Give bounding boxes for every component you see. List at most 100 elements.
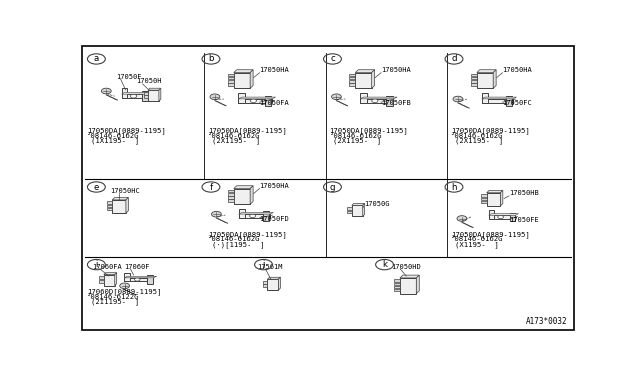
FancyBboxPatch shape [228,77,234,80]
Circle shape [101,88,111,94]
Polygon shape [148,88,161,90]
Polygon shape [360,97,397,99]
Text: 17050FE: 17050FE [509,217,539,223]
FancyBboxPatch shape [355,73,372,88]
FancyBboxPatch shape [471,77,477,80]
Text: k: k [382,260,387,269]
FancyBboxPatch shape [107,205,112,207]
Circle shape [498,215,504,219]
FancyBboxPatch shape [239,209,245,218]
Polygon shape [355,70,374,73]
Text: d: d [451,54,457,64]
FancyBboxPatch shape [148,90,159,101]
Text: 17050HA: 17050HA [260,67,289,73]
FancyBboxPatch shape [481,194,486,197]
Polygon shape [115,273,116,286]
Circle shape [372,99,378,103]
Text: 17060FA: 17060FA [92,264,122,270]
Text: 17050DA[0889-1195]: 17050DA[0889-1195] [451,128,530,134]
Polygon shape [250,70,253,88]
FancyBboxPatch shape [349,74,355,76]
FancyBboxPatch shape [471,83,477,86]
FancyBboxPatch shape [239,214,270,218]
FancyBboxPatch shape [486,193,500,206]
Text: 17050DA[0889-1195]: 17050DA[0889-1195] [451,231,530,238]
FancyBboxPatch shape [489,215,515,219]
FancyBboxPatch shape [349,80,355,83]
FancyBboxPatch shape [239,99,272,103]
Text: ²08146-6162G: ²08146-6162G [208,132,260,139]
Polygon shape [159,88,161,101]
Polygon shape [250,186,253,204]
Circle shape [211,211,221,217]
FancyBboxPatch shape [386,96,393,106]
FancyBboxPatch shape [349,83,355,86]
FancyBboxPatch shape [112,200,126,213]
Text: 17050FD: 17050FD [260,216,289,222]
FancyBboxPatch shape [228,196,234,199]
FancyBboxPatch shape [268,279,278,290]
FancyBboxPatch shape [234,189,250,204]
Text: 17050HA: 17050HA [381,67,411,73]
Polygon shape [493,70,496,88]
Circle shape [134,278,140,281]
Text: 17561M: 17561M [257,264,283,270]
FancyBboxPatch shape [263,281,268,283]
Polygon shape [477,70,496,73]
FancyBboxPatch shape [394,279,400,282]
Text: 17050DA[0889-1195]: 17050DA[0889-1195] [87,128,166,134]
FancyBboxPatch shape [348,211,352,213]
FancyBboxPatch shape [107,208,112,211]
Circle shape [131,94,137,98]
Text: 17050DA[0B89-1195]: 17050DA[0B89-1195] [208,128,287,134]
Polygon shape [489,214,518,215]
Text: ²08146-6162G: ²08146-6162G [451,132,504,139]
Text: 17050FA: 17050FA [260,100,289,106]
FancyBboxPatch shape [239,93,245,103]
Text: 17050HD: 17050HD [392,264,421,270]
Text: 17050HA: 17050HA [260,183,289,189]
FancyBboxPatch shape [481,198,486,200]
FancyBboxPatch shape [143,91,148,101]
FancyBboxPatch shape [228,74,234,76]
Text: 17050FB: 17050FB [381,100,411,106]
Polygon shape [234,186,253,189]
Text: b: b [208,54,214,64]
FancyBboxPatch shape [360,93,367,103]
Text: (1X1195-  ]: (1X1195- ] [91,137,139,144]
FancyBboxPatch shape [471,80,477,83]
Text: j: j [262,260,265,269]
FancyBboxPatch shape [83,46,573,330]
Text: e: e [93,183,99,192]
Text: (X1195-  ]: (X1195- ] [455,241,499,248]
Text: ²08146-6162G: ²08146-6162G [451,236,504,242]
Polygon shape [112,198,129,200]
Text: h: h [451,183,457,192]
FancyBboxPatch shape [124,278,154,281]
Text: 17060F: 17060F [125,264,150,270]
FancyBboxPatch shape [228,199,234,202]
Text: ²08146-6122G: ²08146-6122G [87,294,140,299]
FancyBboxPatch shape [360,99,394,103]
FancyBboxPatch shape [263,285,268,287]
Text: 17050HC: 17050HC [110,188,140,194]
Circle shape [210,94,220,100]
FancyBboxPatch shape [228,83,234,86]
FancyBboxPatch shape [122,88,127,98]
Polygon shape [234,70,253,73]
Polygon shape [363,203,365,216]
FancyBboxPatch shape [124,273,130,281]
Circle shape [120,283,129,289]
FancyBboxPatch shape [481,201,486,203]
Text: 17060D[0889-1195]: 17060D[0889-1195] [87,289,161,295]
Text: (2X1195-  ]: (2X1195- ] [212,137,260,144]
Text: (·)[1195-  ]: (·)[1195- ] [212,241,264,248]
Text: i: i [95,260,97,269]
Polygon shape [126,198,129,213]
Text: 17050DA[0889-1195]: 17050DA[0889-1195] [330,128,408,134]
Text: (2X1195-  ]: (2X1195- ] [455,137,503,144]
FancyBboxPatch shape [143,92,148,94]
FancyBboxPatch shape [509,213,515,221]
Polygon shape [500,190,503,206]
FancyBboxPatch shape [99,276,104,279]
